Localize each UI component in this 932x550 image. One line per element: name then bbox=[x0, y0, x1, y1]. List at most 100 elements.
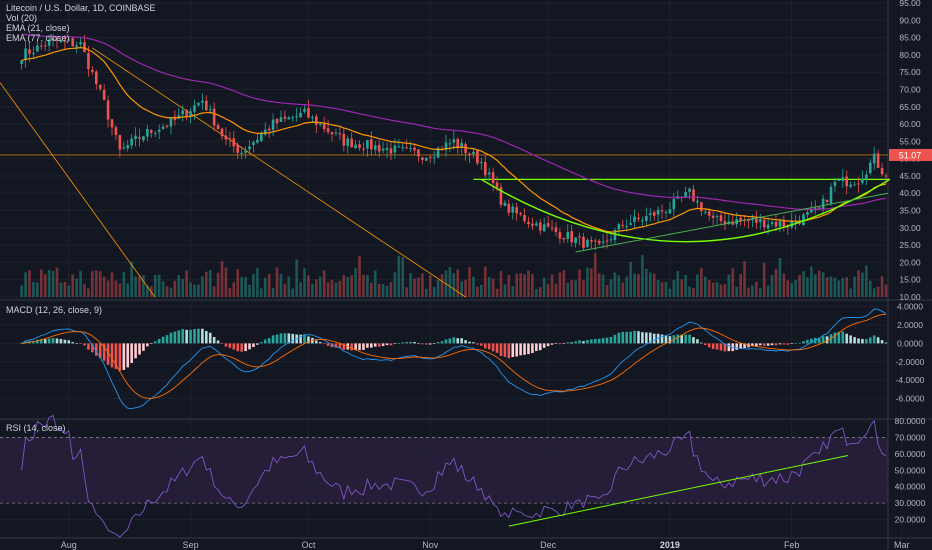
ema-21-line bbox=[21, 46, 887, 233]
volume-bar bbox=[664, 282, 668, 297]
volume-bar bbox=[597, 273, 601, 297]
candle-body bbox=[794, 221, 797, 223]
volume-bar bbox=[173, 280, 177, 297]
volume-bar bbox=[452, 273, 456, 297]
macd-histogram-bar bbox=[271, 335, 275, 344]
volume-bar bbox=[110, 272, 114, 297]
candle-body bbox=[566, 231, 570, 239]
macd-histogram-bar bbox=[134, 343, 137, 359]
macd-histogram-bar bbox=[578, 340, 581, 344]
macd-histogram-bar bbox=[503, 343, 507, 357]
volume-bar bbox=[491, 278, 495, 297]
volume-bar bbox=[91, 271, 94, 297]
volume-bar bbox=[153, 275, 157, 297]
macd-histogram-bar bbox=[83, 343, 86, 346]
macd-histogram-bar bbox=[432, 343, 436, 345]
candle-body bbox=[165, 125, 169, 127]
candle-body bbox=[146, 128, 149, 137]
macd-tick-label: 0.0000 bbox=[897, 338, 923, 348]
candle-body bbox=[232, 138, 236, 147]
macd-histogram-bar bbox=[228, 343, 232, 348]
volume-bar bbox=[322, 270, 326, 297]
candle-body bbox=[177, 115, 181, 119]
candle-body bbox=[24, 48, 27, 60]
volume-bar bbox=[389, 282, 393, 297]
rsi-tick-label: 30.0000 bbox=[895, 498, 926, 508]
volume-bar bbox=[849, 288, 852, 297]
macd-tick-label: -2.0000 bbox=[896, 357, 925, 367]
macd-histogram-bar bbox=[711, 343, 715, 349]
macd-histogram-bar bbox=[527, 343, 530, 355]
candle-body bbox=[703, 211, 707, 213]
volume-bar bbox=[468, 267, 471, 297]
macd-histogram-bar bbox=[354, 343, 357, 351]
macd-histogram-bar bbox=[625, 331, 628, 344]
candle-body bbox=[330, 131, 334, 135]
volume-bar bbox=[130, 261, 133, 297]
volume-bar bbox=[350, 275, 353, 297]
macd-histogram-bar bbox=[212, 336, 216, 344]
candle-body bbox=[20, 60, 23, 64]
candle-body bbox=[853, 184, 856, 186]
volume-bar bbox=[672, 279, 676, 297]
candle-body bbox=[578, 236, 581, 238]
volume-bar bbox=[370, 282, 373, 297]
candle-body bbox=[370, 139, 373, 150]
volume-bar bbox=[872, 288, 876, 297]
macd-line bbox=[21, 308, 887, 410]
price-tick-label: 85.00 bbox=[899, 33, 921, 43]
macd-histogram-bar bbox=[853, 337, 856, 344]
macd-histogram-bar bbox=[385, 343, 389, 346]
volume-bar bbox=[114, 280, 118, 297]
volume-bar bbox=[138, 275, 141, 297]
candle-body bbox=[283, 116, 287, 119]
macd-histogram-bar bbox=[857, 338, 860, 344]
volume-bar bbox=[645, 268, 648, 297]
volume-bar bbox=[71, 274, 75, 297]
volume-bar bbox=[798, 274, 801, 297]
volume-bar bbox=[267, 273, 271, 297]
volume-bar bbox=[63, 281, 67, 297]
macd-tick-label: -6.0000 bbox=[896, 394, 925, 404]
price-tick-label: 70.00 bbox=[899, 84, 921, 94]
macd-histogram-bar bbox=[216, 340, 220, 344]
candle-body bbox=[648, 213, 652, 215]
volume-bar bbox=[668, 288, 672, 297]
candle-body bbox=[731, 221, 735, 225]
candle-body bbox=[244, 150, 247, 153]
x-tick-label: Oct bbox=[301, 540, 316, 550]
volume-bar bbox=[425, 288, 428, 297]
macd-histogram-bar bbox=[845, 333, 849, 344]
volume-bar bbox=[825, 277, 829, 297]
volume-bar bbox=[711, 282, 715, 297]
volume-bar bbox=[177, 275, 181, 297]
candle-body bbox=[605, 240, 609, 242]
candle-body bbox=[102, 89, 106, 100]
candle-body bbox=[601, 241, 605, 243]
volume-bar bbox=[480, 284, 483, 297]
candle-body bbox=[593, 240, 597, 242]
macd-histogram-bar bbox=[177, 330, 181, 344]
macd-histogram-bar bbox=[220, 343, 224, 344]
volume-bar bbox=[747, 287, 750, 297]
macd-histogram-bar bbox=[680, 334, 683, 344]
macd-histogram-bar bbox=[440, 341, 444, 344]
macd-histogram-bar bbox=[621, 331, 625, 344]
rsi-trendline bbox=[508, 455, 849, 527]
volume-bar bbox=[731, 268, 735, 297]
ema-long-legend-label: EMA (77, close) bbox=[6, 33, 70, 43]
volume-bar bbox=[495, 288, 499, 297]
volume-bar bbox=[326, 282, 330, 297]
macd-histogram-bar bbox=[841, 331, 845, 344]
volume-bar bbox=[208, 269, 212, 297]
candle-body bbox=[495, 182, 499, 188]
macd-histogram-bar bbox=[884, 342, 888, 344]
macd-histogram-bar bbox=[397, 342, 401, 344]
candle-body bbox=[401, 147, 405, 149]
candle-body bbox=[75, 45, 78, 48]
volume-bar bbox=[385, 285, 389, 297]
candle-body bbox=[413, 147, 416, 151]
candle-body bbox=[652, 212, 656, 216]
macd-histogram-bar bbox=[417, 343, 420, 344]
